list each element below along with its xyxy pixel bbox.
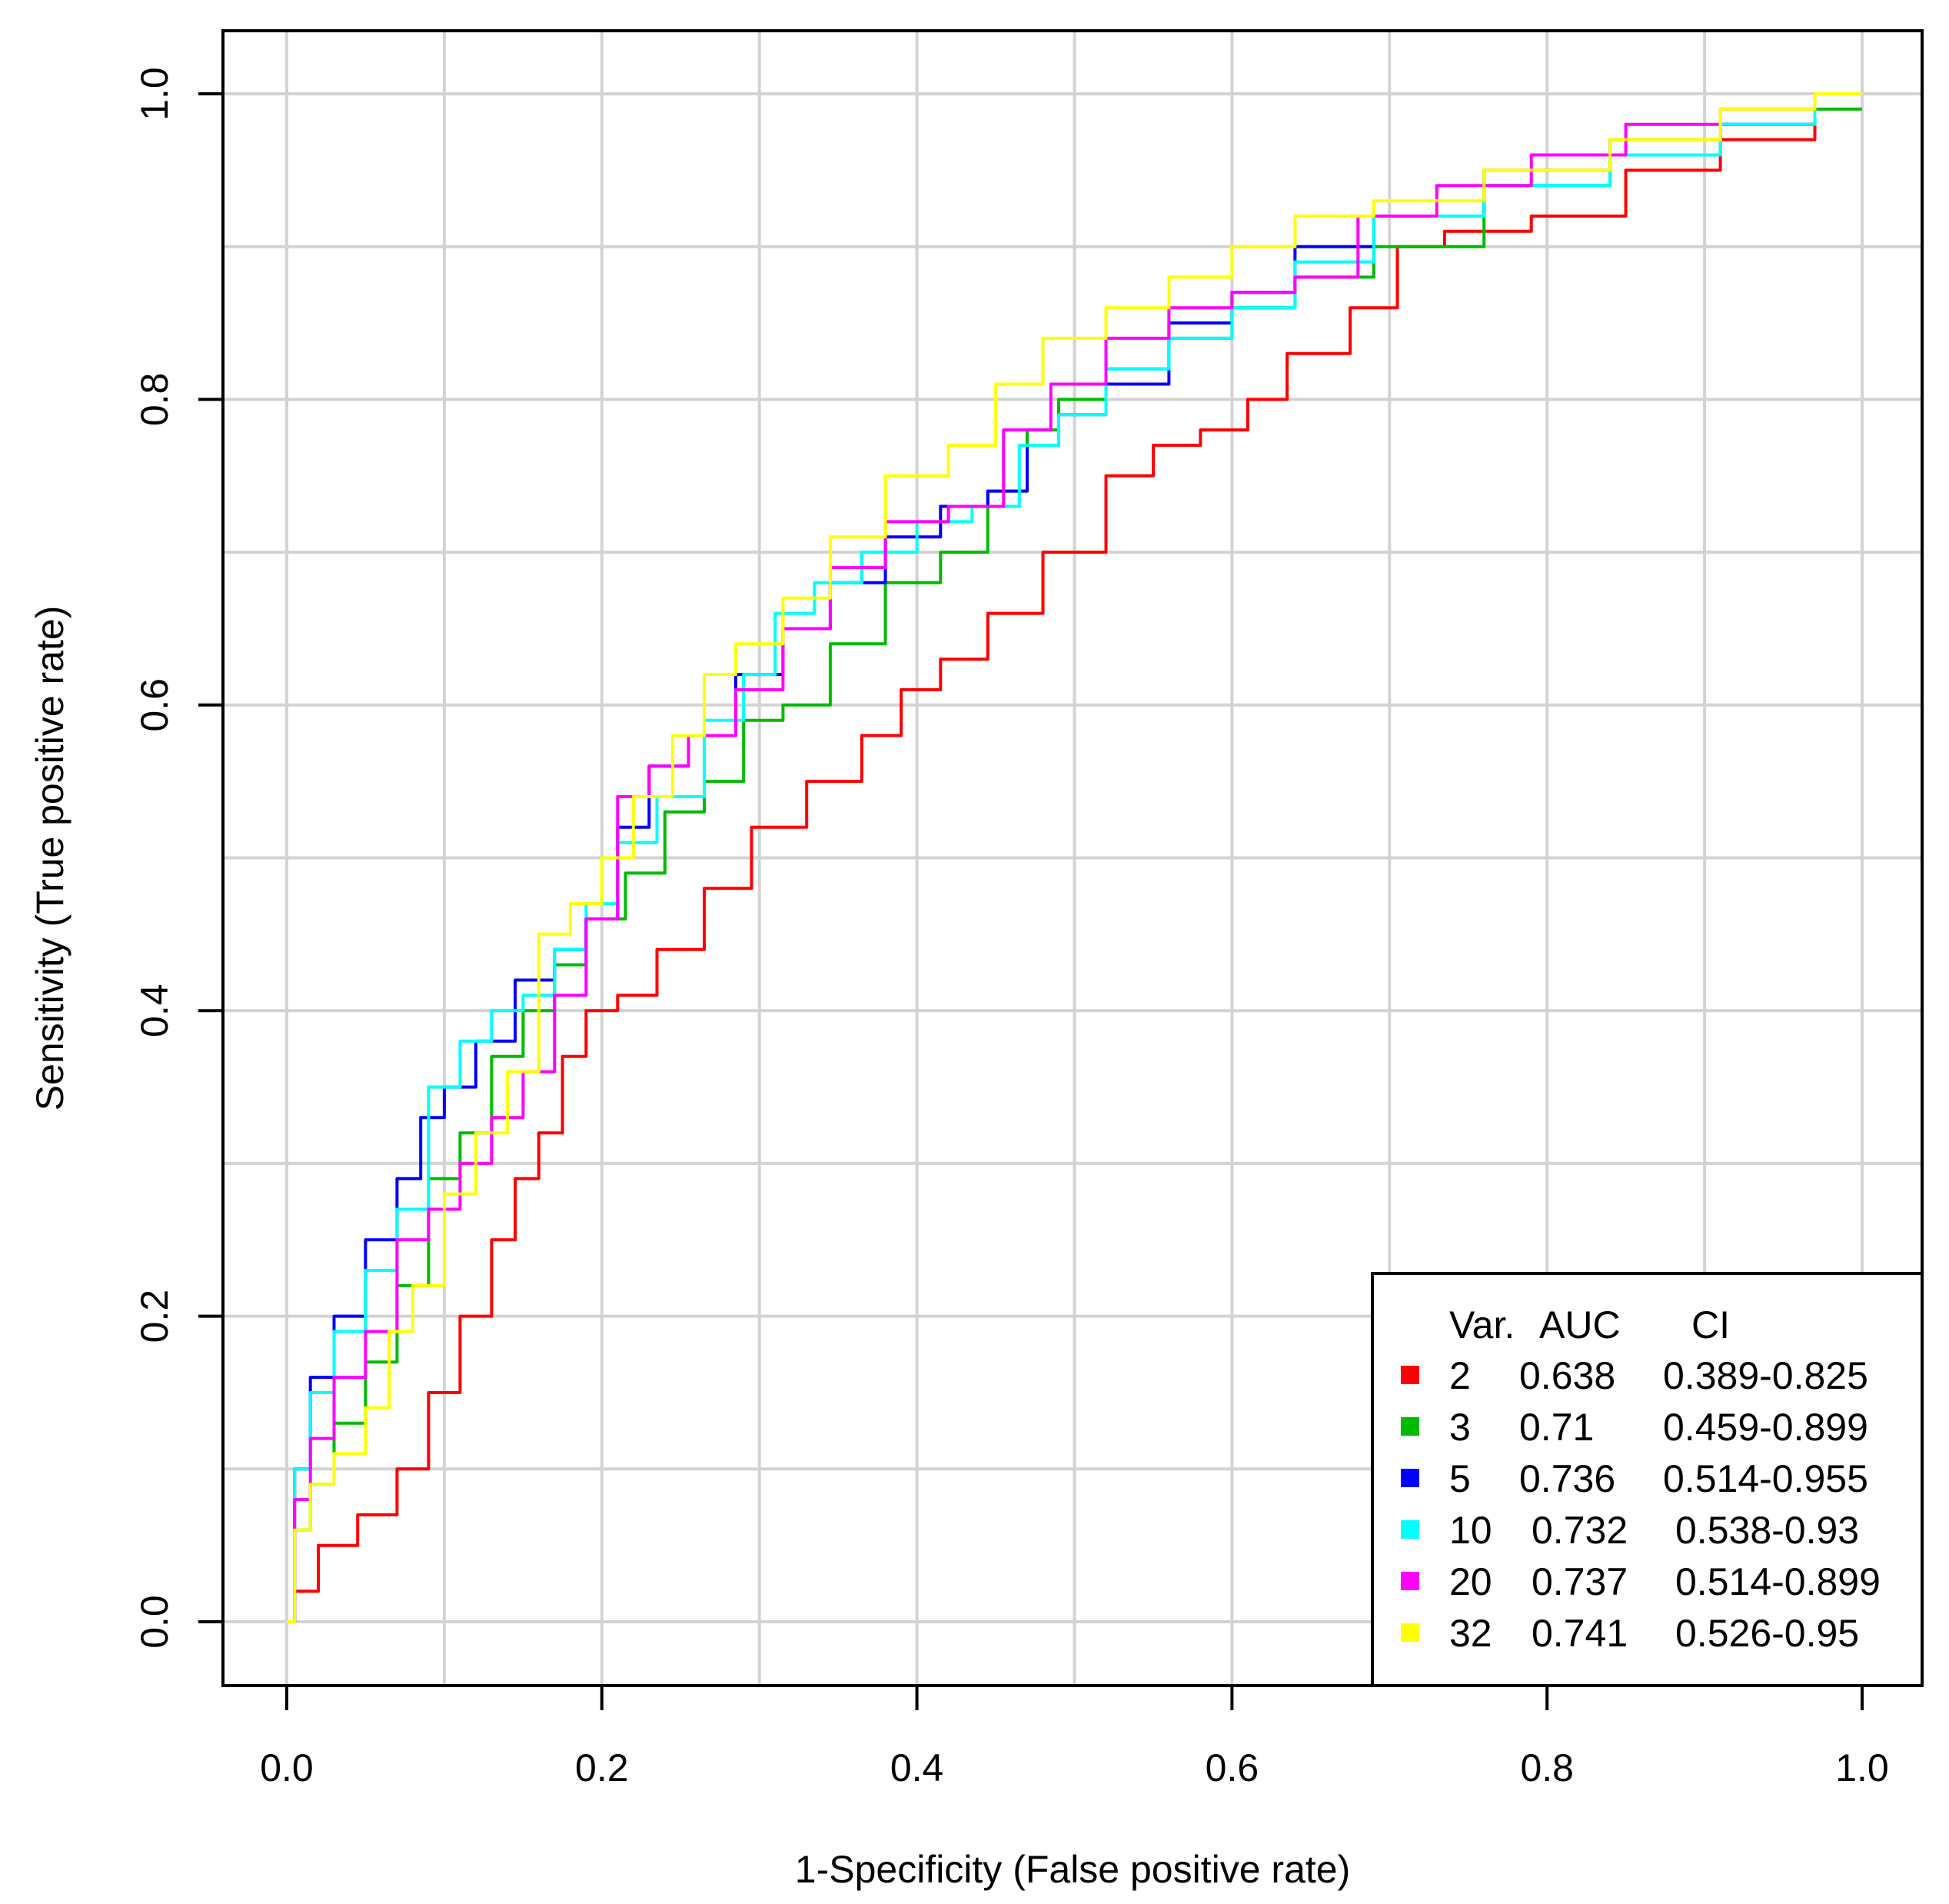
legend-ci-value: 0.459-0.899: [1663, 1406, 1868, 1449]
x-tick-label: 0.8: [1520, 1746, 1574, 1789]
x-tick-label: 1.0: [1835, 1746, 1889, 1789]
roc-curve-var-2: [287, 92, 1862, 1623]
legend-ci-value: 0.389-0.825: [1663, 1354, 1868, 1397]
legend-header-var: Var.: [1449, 1303, 1515, 1346]
legend-auc-value: 0.741: [1532, 1612, 1628, 1655]
legend-ci-value: 0.538-0.93: [1675, 1509, 1859, 1552]
legend-auc-value: 0.736: [1519, 1457, 1615, 1500]
legend-swatch-var-10: [1401, 1520, 1419, 1539]
legend-swatch-var-2: [1401, 1366, 1419, 1384]
y-tick-label: 1.0: [133, 67, 176, 121]
legend-auc-value: 0.737: [1532, 1560, 1628, 1603]
legend-box: [1371, 1272, 1924, 1687]
legend-auc-value: 0.732: [1532, 1509, 1628, 1552]
x-tick-label: 0.4: [890, 1746, 944, 1789]
series-group: [287, 92, 1862, 1623]
legend-swatch-var-20: [1401, 1572, 1419, 1590]
x-tick-label: 0.0: [260, 1746, 314, 1789]
legend-auc-value: 0.638: [1519, 1354, 1615, 1397]
roc-curve-var-32: [287, 92, 1862, 1623]
legend-var-label: 3: [1449, 1406, 1471, 1449]
legend-var-label: 5: [1449, 1457, 1471, 1500]
y-axis-title: Sensitivity (True positive rate): [28, 606, 72, 1111]
y-tick-label: 0.0: [133, 1595, 176, 1649]
legend-swatch-var-5: [1401, 1469, 1419, 1487]
legend-var-label: 20: [1449, 1560, 1492, 1603]
legend-swatch-var-32: [1401, 1623, 1419, 1642]
x-tick-label: 0.6: [1206, 1746, 1259, 1789]
y-tick-label: 0.6: [133, 678, 176, 732]
legend-swatch-var-3: [1401, 1417, 1419, 1436]
legend-header-auc: AUC: [1539, 1303, 1621, 1346]
legend-rows: 2 0.638 0.389-0.825 3 0.71 0.459-0.899 5 0.736 0…: [1401, 1354, 1881, 1655]
y-tick-label: 0.4: [133, 984, 176, 1037]
legend-header-ci: CI: [1691, 1303, 1730, 1346]
y-tick-label: 0.8: [133, 373, 176, 427]
legend-ci-value: 0.514-0.955: [1663, 1457, 1868, 1500]
legend-var-label: 10: [1449, 1509, 1492, 1552]
legend-auc-value: 0.71: [1519, 1406, 1594, 1449]
legend-var-label: 32: [1449, 1612, 1492, 1655]
legend-ci-value: 0.514-0.899: [1675, 1560, 1881, 1603]
legend: Var. AUC CI 2 0.638 0.389-0.825 3 0.71 0.459-…: [1371, 1272, 1924, 1687]
legend-ci-value: 0.526-0.95: [1675, 1612, 1859, 1655]
y-axis: 0.0 0.2 0.4 0.6 0.8 1.0: [133, 67, 225, 1649]
y-tick-label: 0.2: [133, 1290, 176, 1343]
x-axis-title: 1-Specificity (False positive rate): [795, 1848, 1350, 1891]
x-tick-label: 0.2: [575, 1746, 629, 1789]
legend-var-label: 2: [1449, 1354, 1471, 1397]
